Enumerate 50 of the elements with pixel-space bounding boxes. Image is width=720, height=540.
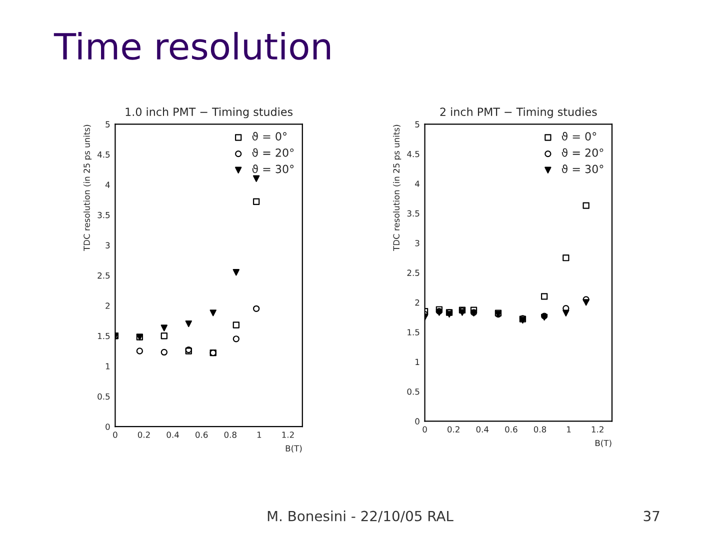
- x-tick-label: 0.8: [534, 426, 546, 433]
- y-tick-label: 1: [416, 358, 420, 365]
- y-tick-label: 4.5: [97, 152, 110, 158]
- x-tick-label: 0.8: [224, 432, 236, 438]
- y-tick-label: 0.5: [407, 388, 420, 395]
- chart-title: 1.0 inch PMT − Timing studies: [126, 107, 292, 118]
- text: Time resolution: [54, 32, 330, 60]
- y-tick-label: 5: [106, 121, 110, 128]
- legend-label: ϑ = 30°: [562, 164, 604, 174]
- y-tick-label: 2: [106, 302, 110, 309]
- y-tick-label: 1.5: [98, 332, 110, 340]
- x-axis-title: B(T): [286, 445, 302, 453]
- y-tick-label: 2.5: [98, 272, 110, 279]
- x-tick-label: 1: [567, 426, 571, 432]
- legend-label: ϑ = 20°: [252, 148, 294, 157]
- y-tick-label: 2: [415, 299, 420, 306]
- x-tick-label: 1: [257, 432, 262, 438]
- y-tick-label: 3: [415, 240, 420, 246]
- legend-label: ϑ = 20°: [562, 148, 604, 157]
- y-tick-label: 5: [415, 121, 420, 128]
- chart-title: 2 inch PMT − Timing studies: [440, 107, 597, 118]
- y-tick-label: 1: [106, 363, 110, 370]
- legend-label: ϑ = 0°: [562, 132, 596, 141]
- legend-label: ϑ = 30°: [252, 164, 294, 174]
- x-axis-title: B(T): [596, 440, 612, 448]
- text: M. Bonesini - 22/10/05 RAL: [268, 510, 454, 522]
- y-axis-title: TDC resolution (in 25 ps units): [393, 124, 402, 251]
- x-tick-label: 0.6: [196, 432, 208, 438]
- x-tick-label: 0: [422, 426, 427, 433]
- y-tick-label: 0.5: [98, 393, 110, 400]
- x-tick-label: 0.4: [476, 426, 489, 433]
- y-axis-title: TDC resolution (in 25 ps units): [83, 124, 92, 251]
- x-tick-label: 0.6: [505, 426, 518, 433]
- x-tick-label: 1.2: [282, 432, 294, 438]
- text: 37: [644, 510, 660, 522]
- y-tick-label: 4: [105, 182, 110, 188]
- x-tick-label: 0: [113, 432, 118, 438]
- y-tick-label: 4: [415, 180, 420, 187]
- y-tick-label: 2.5: [407, 270, 420, 276]
- y-tick-label: 3: [106, 242, 110, 248]
- y-tick-label: 0: [415, 418, 420, 424]
- x-tick-label: 1.2: [592, 426, 604, 432]
- y-tick-label: 3.5: [407, 210, 420, 217]
- x-tick-label: 0.2: [448, 426, 460, 433]
- x-tick-label: 0.2: [138, 432, 150, 438]
- x-tick-label: 0.4: [166, 432, 179, 438]
- y-tick-label: 3.5: [98, 212, 110, 218]
- y-tick-label: 1.5: [408, 329, 420, 336]
- y-tick-label: 4.5: [407, 150, 420, 158]
- legend-label: ϑ = 0°: [252, 132, 286, 141]
